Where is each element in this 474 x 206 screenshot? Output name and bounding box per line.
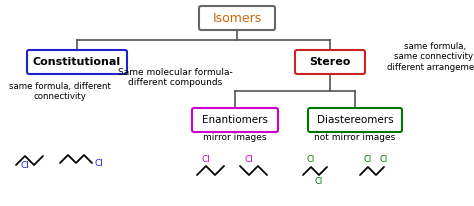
Text: Cl: Cl xyxy=(315,178,323,186)
Text: Cl: Cl xyxy=(307,156,315,165)
Text: mirror images: mirror images xyxy=(203,133,267,142)
Text: Diastereomers: Diastereomers xyxy=(317,115,393,125)
FancyBboxPatch shape xyxy=(27,50,127,74)
Text: Cl: Cl xyxy=(20,160,29,170)
FancyBboxPatch shape xyxy=(295,50,365,74)
Text: Isomers: Isomers xyxy=(212,12,262,25)
FancyBboxPatch shape xyxy=(192,108,278,132)
FancyBboxPatch shape xyxy=(199,6,275,30)
Text: Stereo: Stereo xyxy=(310,57,351,67)
Text: Cl: Cl xyxy=(94,158,103,167)
FancyBboxPatch shape xyxy=(308,108,402,132)
Text: Constitutional: Constitutional xyxy=(33,57,121,67)
Text: not mirror images: not mirror images xyxy=(314,133,396,142)
Text: Enantiomers: Enantiomers xyxy=(202,115,268,125)
Text: Cl: Cl xyxy=(364,156,372,165)
Text: Cl: Cl xyxy=(201,154,210,164)
Text: same formula, different
connectivity: same formula, different connectivity xyxy=(9,82,111,101)
Text: Cl: Cl xyxy=(380,156,388,165)
Text: same formula,
same connectivity,
different arrangement: same formula, same connectivity, differe… xyxy=(387,42,474,72)
Text: Cl: Cl xyxy=(245,154,254,164)
Text: Same molecular formula-
different compounds: Same molecular formula- different compou… xyxy=(118,68,232,87)
